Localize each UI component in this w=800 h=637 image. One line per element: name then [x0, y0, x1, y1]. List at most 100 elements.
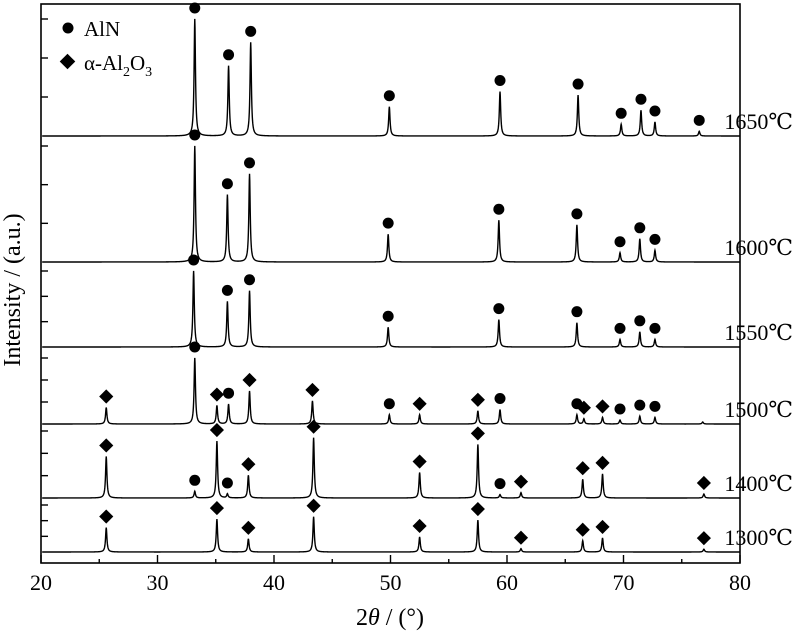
- aln-peak-marker: [223, 49, 235, 61]
- aln-peak-marker: [634, 222, 646, 234]
- x-tick-label: 80: [729, 570, 751, 595]
- plot-frame: [40, 3, 741, 564]
- aln-peak-marker: [649, 400, 661, 412]
- alumina-peak-marker: [595, 455, 610, 470]
- aln-peak-marker: [649, 105, 661, 117]
- alumina-peak-marker: [209, 422, 224, 438]
- aln-peak-marker: [382, 310, 394, 322]
- alumina-peak-marker: [575, 461, 590, 476]
- x-axis-title: 2θ / (°): [356, 605, 424, 631]
- aln-peak-marker: [615, 107, 627, 119]
- alumina-peak-marker: [242, 372, 257, 388]
- alumina-peak-marker: [470, 426, 485, 441]
- aln-peak-marker: [189, 2, 201, 14]
- alumina-peak-marker: [241, 457, 256, 472]
- alumina-peak-marker: [99, 438, 114, 453]
- legend-marker-alumina: [59, 53, 76, 70]
- x-tick-label: 40: [263, 570, 285, 595]
- aln-peak-marker: [649, 322, 661, 334]
- aln-peak-marker: [244, 274, 256, 286]
- legend-alumina-sub1: 2: [123, 65, 130, 80]
- alumina-peak-marker: [470, 392, 485, 407]
- alumina-peak-marker: [595, 399, 610, 414]
- alumina-peak-marker: [470, 501, 485, 517]
- temperature-label: 1500℃: [724, 397, 793, 422]
- alumina-peak-marker: [576, 400, 591, 415]
- aln-peak-marker: [649, 233, 661, 245]
- alumina-peak-marker: [241, 520, 256, 535]
- aln-peak-marker: [614, 322, 626, 334]
- aln-peak-marker: [189, 474, 201, 486]
- trace-1: [42, 145, 740, 263]
- alumina-peak-marker: [412, 518, 427, 534]
- aln-peak-marker: [493, 203, 505, 215]
- legend-marker-aln: [62, 22, 74, 34]
- aln-peak-marker: [221, 178, 233, 190]
- aln-peak-marker: [572, 78, 584, 90]
- aln-peak-marker: [244, 157, 256, 169]
- trace-5: [42, 516, 740, 553]
- alumina-peak-marker: [209, 387, 224, 402]
- aln-peak-marker: [634, 315, 646, 327]
- aln-peak-marker: [245, 25, 257, 37]
- alumina-peak-marker: [696, 531, 711, 546]
- x-axis-title-prefix: 2: [356, 605, 368, 631]
- alumina-peak-marker: [306, 419, 321, 434]
- aln-peak-marker: [383, 90, 395, 102]
- temperature-label: 1400℃: [724, 471, 793, 496]
- aln-peak-marker: [693, 114, 705, 126]
- x-tick-label: 30: [147, 570, 169, 595]
- aln-peak-marker: [634, 399, 646, 411]
- temperature-label: 1600℃: [724, 235, 793, 260]
- plot-border: [40, 3, 741, 564]
- alumina-peak-marker: [412, 396, 427, 411]
- aln-peak-marker: [223, 387, 235, 399]
- x-tick-label: 50: [380, 570, 402, 595]
- x-tick-label: 70: [613, 570, 635, 595]
- alumina-peak-marker: [412, 454, 427, 469]
- x-tick-label: 60: [496, 570, 518, 595]
- y-axis-title: Intensity / (a.u.): [0, 213, 26, 366]
- aln-peak-marker: [189, 341, 201, 353]
- temperature-label: 1650℃: [724, 109, 793, 134]
- aln-peak-marker: [188, 254, 200, 266]
- aln-peak-marker: [571, 306, 583, 318]
- temperature-labels: 1650℃ 1600℃ 1550℃ 1500℃ 1400℃ 1300℃: [724, 109, 793, 550]
- y-axis-ticks: [41, 18, 48, 538]
- aln-peak-marker: [383, 398, 395, 410]
- alumina-peak-marker: [99, 389, 114, 404]
- legend: AlN α-Al2O3: [59, 17, 152, 80]
- aln-peak-marker: [614, 236, 626, 248]
- legend-alumina-mid: O: [130, 51, 145, 75]
- aln-peak-marker: [221, 477, 233, 489]
- alumina-peak-marker: [305, 382, 320, 397]
- aln-peak-marker: [221, 284, 233, 296]
- aln-peak-marker: [635, 93, 647, 105]
- x-axis-ticks: 20 30 40 50 60 70 80: [30, 555, 751, 595]
- trace-2: [42, 270, 740, 348]
- aln-peak-marker: [493, 303, 505, 315]
- legend-alumina-sub2: 3: [145, 65, 152, 80]
- diffraction-traces: [42, 18, 740, 553]
- x-tick-label: 20: [30, 570, 52, 595]
- legend-label-aln: AlN: [84, 17, 120, 41]
- x-axis-title-var: θ: [368, 605, 380, 631]
- temperature-label: 1550℃: [724, 320, 793, 345]
- x-axis-title-suffix: / (°): [380, 605, 424, 631]
- peak-markers: [99, 2, 711, 546]
- trace-3: [42, 357, 740, 425]
- legend-alumina-prefix: α-Al: [84, 51, 123, 75]
- aln-peak-marker: [382, 217, 394, 229]
- alumina-peak-marker: [306, 498, 321, 513]
- aln-peak-marker: [189, 129, 201, 141]
- trace-4: [42, 437, 740, 499]
- legend-label-alumina: α-Al2O3: [84, 51, 152, 80]
- alumina-peak-marker: [209, 501, 224, 516]
- aln-peak-marker: [494, 478, 506, 490]
- temperature-label: 1300℃: [724, 525, 793, 550]
- aln-peak-marker: [571, 208, 583, 220]
- alumina-peak-marker: [575, 522, 590, 537]
- aln-peak-marker: [494, 75, 506, 87]
- alumina-peak-marker: [99, 509, 114, 524]
